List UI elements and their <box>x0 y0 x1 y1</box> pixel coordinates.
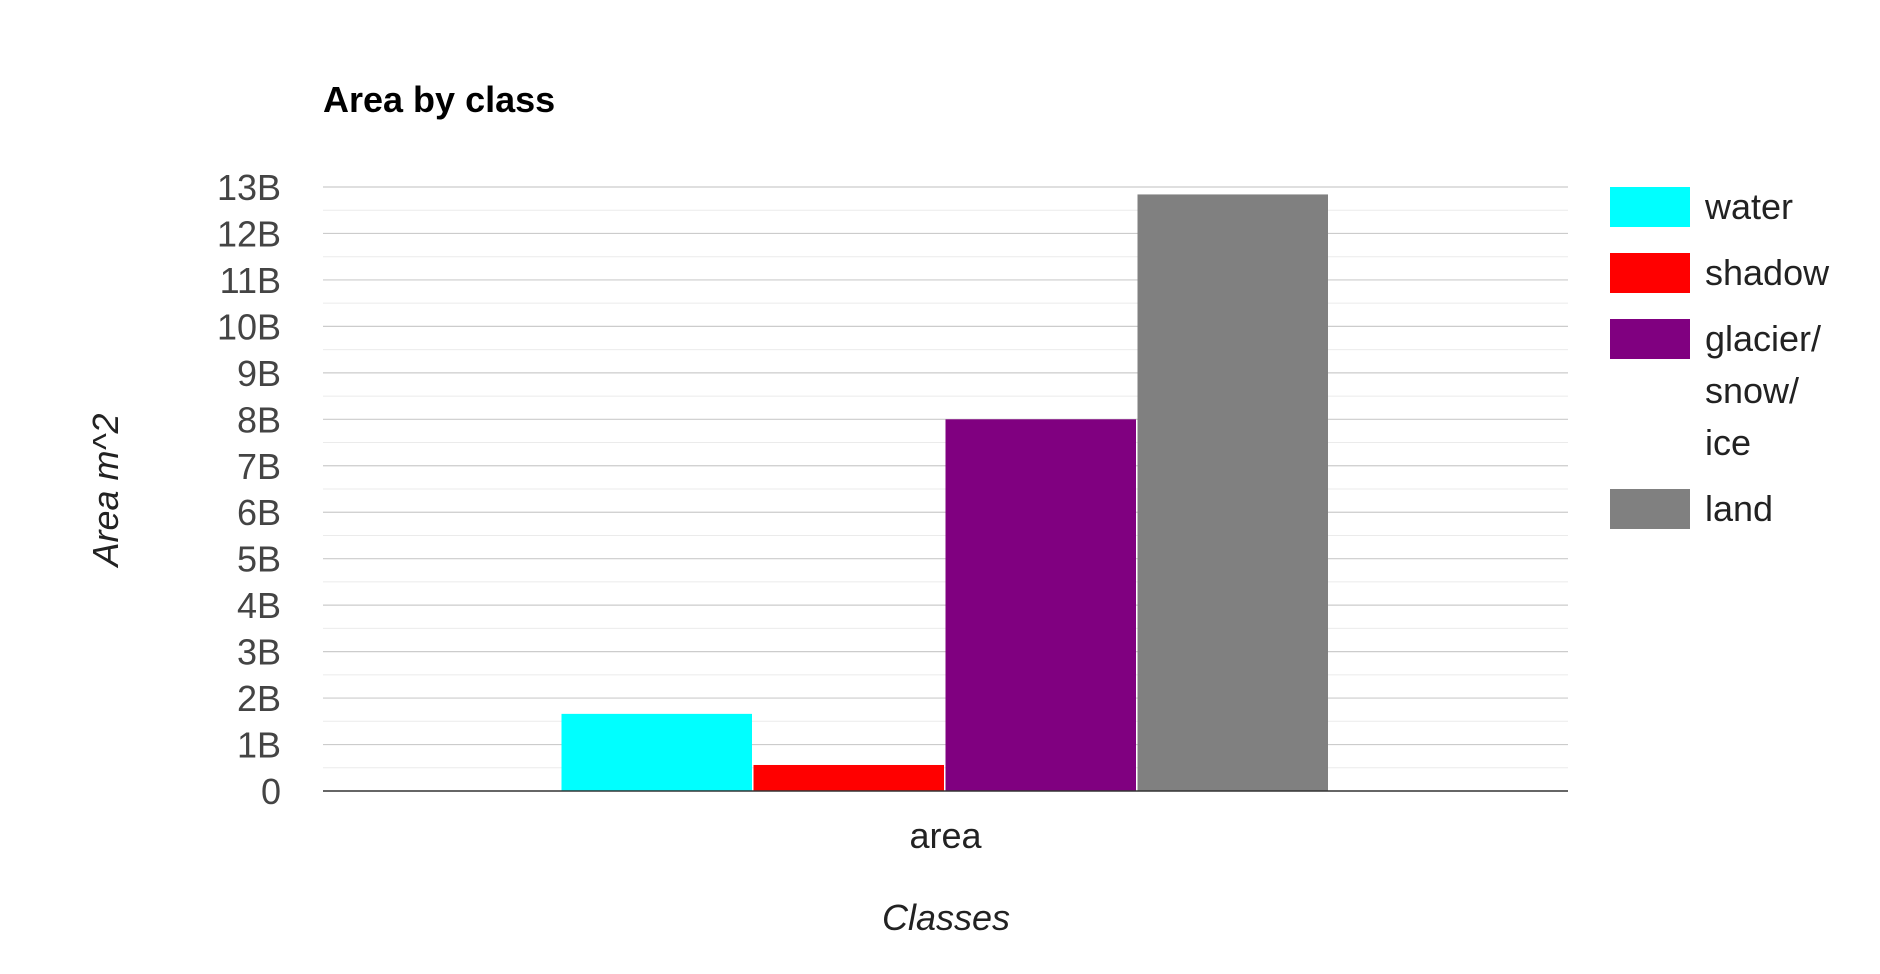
bar-water <box>561 713 752 791</box>
bar-glacier-snow-ice <box>945 419 1136 791</box>
legend-label: shadow <box>1705 252 1830 293</box>
legend-swatch <box>1610 253 1690 293</box>
y-tick-label: 12B <box>217 213 281 254</box>
legend-swatch <box>1610 187 1690 227</box>
legend-item: glacier/snow/ice <box>1610 318 1821 463</box>
y-axis-ticks: 0 1B 2B 3B 4B 5B 6B 7B 8B 9B 10B 11B 12B 13B <box>217 167 281 812</box>
y-tick-label: 9B <box>237 353 281 394</box>
y-tick-label: 13B <box>217 167 281 208</box>
legend-label: ice <box>1705 422 1751 463</box>
y-tick-label: 10B <box>217 306 281 347</box>
legend-label: glacier/ <box>1705 318 1821 359</box>
y-axis-title-unit: m^2 <box>85 414 126 481</box>
y-tick-label: 11B <box>220 260 281 301</box>
legend-label: snow/ <box>1705 370 1799 411</box>
y-tick-label: 0 <box>261 771 281 812</box>
y-tick-label: 3B <box>237 632 281 673</box>
x-category-label: area <box>909 815 982 856</box>
bar-shadow <box>753 764 944 791</box>
y-tick-label: 1B <box>237 725 281 766</box>
y-tick-label: 5B <box>237 539 281 580</box>
y-tick-label: 4B <box>237 585 281 626</box>
x-axis-categories: area <box>909 815 982 856</box>
y-axis-title: Area m^2 <box>85 414 126 569</box>
legend-swatch <box>1610 489 1690 529</box>
legend-label: water <box>1704 186 1793 227</box>
legend-item: shadow <box>1610 252 1830 293</box>
y-tick-label: 8B <box>237 399 281 440</box>
chart-title: Area by class <box>323 79 555 120</box>
y-tick-label: 6B <box>237 492 281 533</box>
legend-swatch <box>1610 319 1690 359</box>
y-tick-label: 2B <box>237 678 281 719</box>
legend-label: land <box>1705 488 1773 529</box>
y-tick-label: 7B <box>237 446 281 487</box>
x-axis-title: Classes <box>882 897 1010 938</box>
legend: water shadow glacier/snow/ice land <box>1610 186 1830 529</box>
y-axis-title-text: Area <box>85 480 126 568</box>
bar-land <box>1137 194 1328 792</box>
legend-item: water <box>1610 186 1793 227</box>
legend-item: land <box>1610 488 1773 529</box>
bars <box>561 194 1328 792</box>
